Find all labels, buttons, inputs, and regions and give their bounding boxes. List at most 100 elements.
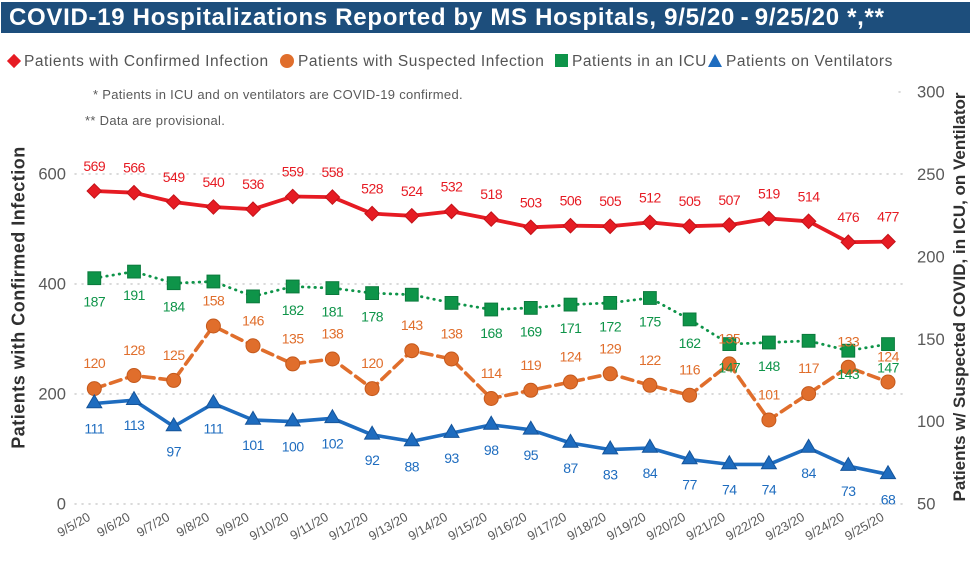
- svg-text:138: 138: [441, 326, 464, 342]
- svg-text:92: 92: [365, 452, 380, 468]
- svg-text:168: 168: [480, 325, 503, 341]
- svg-text:191: 191: [123, 287, 146, 303]
- svg-text:182: 182: [282, 302, 305, 318]
- svg-text:50: 50: [917, 495, 935, 514]
- svg-text:169: 169: [520, 323, 543, 339]
- svg-text:129: 129: [599, 340, 622, 356]
- svg-text:74: 74: [722, 481, 737, 497]
- svg-text:540: 540: [202, 174, 225, 190]
- svg-text:200: 200: [38, 385, 66, 404]
- svg-text:524: 524: [401, 183, 424, 199]
- svg-text:9/5/20: 9/5/20: [54, 509, 92, 540]
- svg-text:559: 559: [282, 164, 305, 180]
- svg-text:101: 101: [758, 387, 781, 403]
- svg-text:9/16/20: 9/16/20: [485, 509, 529, 543]
- svg-text:519: 519: [758, 186, 781, 202]
- svg-text:9/17/20: 9/17/20: [525, 509, 569, 543]
- svg-text:93: 93: [444, 450, 459, 466]
- svg-text:100: 100: [282, 439, 305, 455]
- svg-text:558: 558: [321, 164, 344, 180]
- svg-text:9/18/20: 9/18/20: [564, 509, 608, 543]
- svg-text:125: 125: [163, 347, 186, 363]
- svg-text:143: 143: [401, 317, 424, 333]
- svg-text:148: 148: [758, 358, 781, 374]
- svg-text:120: 120: [361, 355, 384, 371]
- svg-text:187: 187: [83, 294, 106, 310]
- svg-text:84: 84: [643, 465, 658, 481]
- svg-text:9/7/20: 9/7/20: [134, 509, 172, 540]
- svg-text:250: 250: [917, 165, 945, 184]
- svg-text:9/20/20: 9/20/20: [644, 509, 688, 543]
- svg-text:477: 477: [877, 209, 900, 225]
- svg-text:9/6/20: 9/6/20: [94, 509, 132, 540]
- svg-text:181: 181: [321, 304, 344, 320]
- svg-text:147: 147: [718, 360, 741, 376]
- svg-text:9/23/20: 9/23/20: [763, 509, 807, 543]
- svg-text:162: 162: [679, 335, 702, 351]
- svg-text:101: 101: [242, 437, 265, 453]
- svg-text:9/25/20: 9/25/20: [842, 509, 886, 543]
- svg-text:143: 143: [837, 366, 860, 382]
- svg-text:9/11/20: 9/11/20: [287, 509, 331, 543]
- svg-text:74: 74: [762, 481, 777, 497]
- svg-text:503: 503: [520, 194, 543, 210]
- svg-text:68: 68: [881, 491, 896, 507]
- svg-text:9/13/20: 9/13/20: [366, 509, 410, 543]
- svg-text:9/12/20: 9/12/20: [326, 509, 370, 543]
- svg-text:9/21/20: 9/21/20: [683, 509, 727, 543]
- svg-text:549: 549: [163, 169, 186, 185]
- svg-text:88: 88: [405, 458, 420, 474]
- svg-text:569: 569: [83, 158, 106, 174]
- svg-text:113: 113: [124, 417, 146, 433]
- svg-text:114: 114: [481, 365, 503, 381]
- svg-text:116: 116: [679, 362, 701, 378]
- svg-text:122: 122: [639, 352, 662, 368]
- svg-text:117: 117: [798, 360, 820, 376]
- svg-text:171: 171: [560, 320, 583, 336]
- svg-text:532: 532: [441, 178, 464, 194]
- svg-text:178: 178: [361, 309, 384, 325]
- svg-text:98: 98: [484, 442, 499, 458]
- svg-text:135: 135: [718, 330, 741, 346]
- svg-text:400: 400: [38, 275, 66, 294]
- svg-text:150: 150: [917, 330, 945, 349]
- svg-text:9/19/20: 9/19/20: [604, 509, 648, 543]
- svg-text:84: 84: [801, 465, 816, 481]
- svg-text:9/9/20: 9/9/20: [213, 509, 251, 540]
- svg-text:175: 175: [639, 314, 662, 330]
- svg-text:87: 87: [563, 460, 578, 476]
- svg-text:9/10/20: 9/10/20: [247, 509, 291, 543]
- svg-text:158: 158: [202, 293, 225, 309]
- svg-text:9/24/20: 9/24/20: [802, 509, 846, 543]
- svg-text:102: 102: [321, 435, 344, 451]
- svg-text:528: 528: [361, 181, 384, 197]
- svg-text:73: 73: [841, 483, 856, 499]
- svg-text:300: 300: [917, 83, 945, 102]
- svg-text:505: 505: [599, 193, 622, 209]
- svg-text:9/22/20: 9/22/20: [723, 509, 767, 543]
- svg-text:135: 135: [282, 330, 305, 346]
- svg-text:124: 124: [560, 349, 583, 365]
- svg-text:111: 111: [84, 421, 104, 437]
- svg-text:146: 146: [242, 312, 265, 328]
- svg-text:120: 120: [83, 355, 106, 371]
- svg-text:77: 77: [682, 477, 697, 493]
- svg-text:111: 111: [204, 421, 224, 437]
- svg-text:518: 518: [480, 186, 503, 202]
- svg-text:124: 124: [877, 349, 900, 365]
- svg-text:512: 512: [639, 189, 662, 205]
- svg-text:119: 119: [520, 357, 542, 373]
- svg-text:505: 505: [679, 193, 702, 209]
- svg-text:0: 0: [57, 495, 66, 514]
- svg-text:536: 536: [242, 176, 265, 192]
- svg-text:147: 147: [877, 360, 900, 376]
- svg-text:184: 184: [163, 299, 186, 315]
- svg-text:133: 133: [837, 334, 860, 350]
- svg-text:200: 200: [917, 247, 945, 266]
- svg-text:128: 128: [123, 342, 146, 358]
- svg-text:506: 506: [560, 193, 583, 209]
- svg-text:476: 476: [837, 209, 860, 225]
- svg-text:9/15/20: 9/15/20: [445, 509, 489, 543]
- svg-text:172: 172: [599, 318, 622, 334]
- svg-text:97: 97: [166, 444, 181, 460]
